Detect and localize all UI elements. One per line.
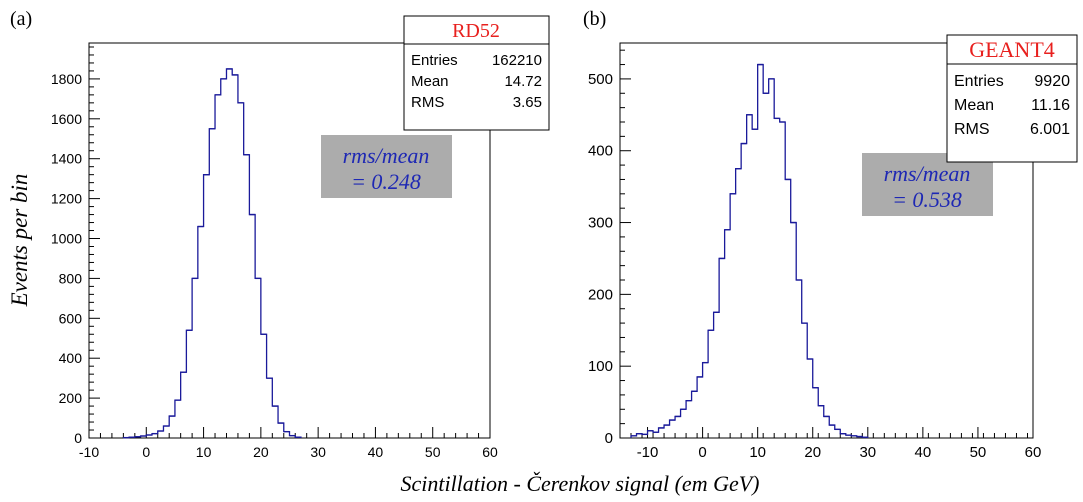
y-axis-title: Events per bin: [7, 174, 32, 308]
x-tick-label: 60: [1025, 444, 1042, 461]
x-tick-label: 60: [482, 444, 498, 460]
x-axis-title: Scintillation - Čerenkov signal (em GeV): [400, 471, 759, 496]
stats-label-rms-a: RMS: [411, 94, 444, 111]
x-tick-label: 20: [253, 444, 269, 460]
y-tick-label: 0: [605, 430, 613, 447]
stats-value-rms-a: 3.65: [513, 94, 542, 111]
x-tick-label: 10: [749, 444, 766, 461]
stats-value-mean-a: 14.72: [504, 73, 542, 90]
stats-box-b: GEANT4 Entries 9920 Mean 11.16 RMS 6.001: [946, 34, 1078, 163]
annotation-line1-b: rms/mean: [884, 161, 971, 186]
annotation-box-b: [862, 153, 993, 216]
annotation-line1-a: rms/mean: [343, 143, 430, 168]
x-tick-label: 40: [915, 444, 932, 461]
stats-title-a: RD52: [452, 20, 500, 42]
y-tick-label: 0: [74, 430, 82, 446]
x-tick-label: 50: [425, 444, 441, 460]
y-tick-label: 300: [588, 215, 613, 232]
histogram-outline: [122, 68, 302, 439]
stats-label-entries-a: Entries: [411, 52, 458, 69]
y-tick-label: 1400: [51, 151, 82, 167]
y-tick-label: 200: [588, 286, 613, 303]
panel-label-b: (b): [583, 8, 606, 30]
y-tick-label: 1200: [51, 191, 82, 207]
stats-label-rms-b: RMS: [954, 121, 990, 138]
histogram-b: [630, 63, 869, 438]
y-tick-label: 1000: [51, 231, 82, 247]
y-tick-label: 600: [59, 310, 83, 326]
y-tick-label: 1800: [51, 71, 82, 87]
annotation-line2-a: = 0.248: [351, 169, 421, 194]
stats-box-a: RD52 Entries 162210 Mean 14.72 RMS 3.65: [403, 15, 550, 131]
histogram-a: [122, 68, 302, 439]
x-tick-label: 0: [698, 444, 706, 461]
axes-b: -10 0 10 20 30 40 50 60 0 100 200 300 400 500: [588, 49, 1042, 461]
x-tick-label: 20: [804, 444, 821, 461]
y-tick-label: 400: [588, 143, 613, 160]
panel-a: (a) -10 0 10 20 30 40 50 6002004006008001000120…: [10, 8, 550, 460]
axes-a: -10 0 10 20 30 40 50 60020040060080010001200140…: [51, 46, 498, 460]
x-tick-label: 10: [196, 444, 212, 460]
y-tick-label: 500: [588, 71, 613, 88]
histogram-outline: [630, 63, 869, 438]
x-tick-label: 40: [368, 444, 384, 460]
x-tick-label: 50: [970, 444, 987, 461]
y-tick-label: 800: [59, 270, 83, 286]
x-tick-label: -10: [637, 444, 659, 461]
annotation-line2-b: = 0.538: [892, 187, 962, 212]
y-tick-label: 200: [59, 390, 83, 406]
annotation-box-a: [321, 135, 452, 198]
stats-value-mean-b: 11.16: [1031, 97, 1070, 114]
x-tick-label: 30: [859, 444, 876, 461]
stats-label-entries-b: Entries: [954, 73, 1004, 90]
stats-value-entries-a: 162210: [492, 52, 542, 69]
stats-title-b: GEANT4: [969, 37, 1055, 62]
plot-frame-a: [88, 42, 491, 439]
stats-value-rms-b: 6.001: [1030, 121, 1070, 138]
plot-frame-b: [619, 42, 1034, 439]
x-tick-label: -10: [79, 444, 99, 460]
stats-label-mean-b: Mean: [954, 97, 994, 114]
x-tick-label: 0: [142, 444, 150, 460]
y-tick-label: 400: [59, 350, 83, 366]
x-tick-label: 30: [310, 444, 326, 460]
stats-value-entries-b: 9920: [1034, 73, 1070, 90]
panel-label-a: (a): [10, 8, 32, 30]
y-tick-label: 100: [588, 358, 613, 375]
y-tick-label: 1600: [51, 111, 82, 127]
stats-label-mean-a: Mean: [411, 73, 449, 90]
panel-b: (b) -10 0 10 20 30 40 50 60 0 100 200 300 400 500 rms…: [583, 8, 1078, 461]
